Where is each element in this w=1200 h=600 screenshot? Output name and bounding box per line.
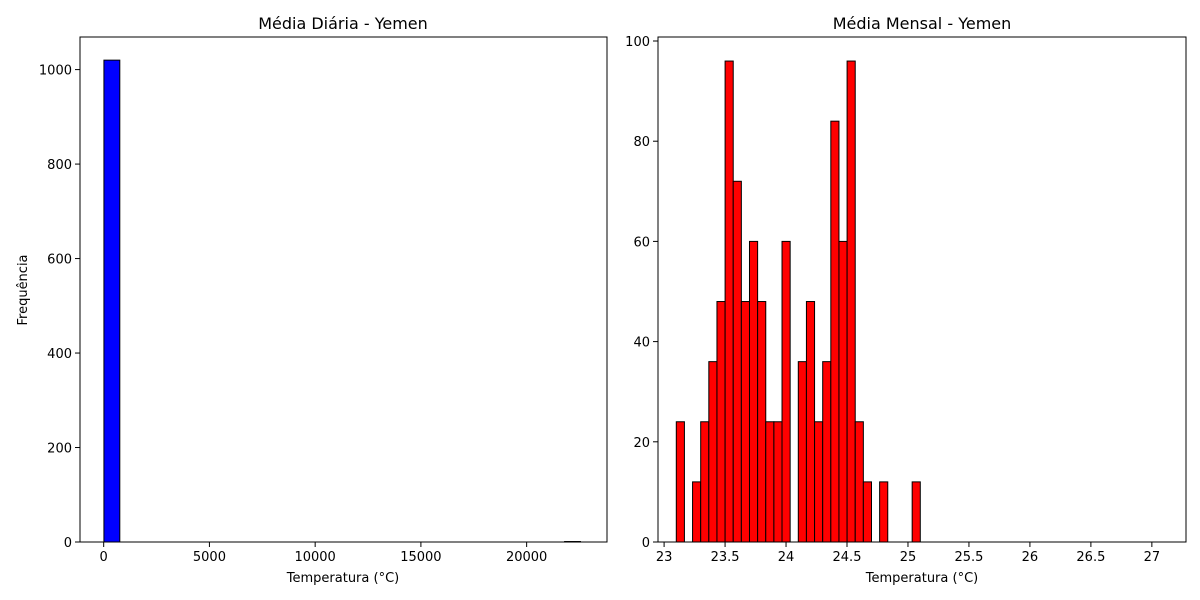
daily-chart-title: Média Diária - Yemen: [258, 14, 428, 33]
daily-bar: [103, 59, 121, 543]
daily-plot-frame: [79, 36, 608, 543]
monthly-y-tick-label: 20: [633, 436, 650, 451]
monthly-x-tick-label: 24.5: [833, 550, 862, 565]
monthly-y-tick-label: 100: [625, 35, 650, 50]
monthly-bar: [700, 421, 710, 543]
daily-bars: [103, 59, 581, 543]
monthly-chart-title: Média Mensal - Yemen: [833, 14, 1012, 33]
daily-x-tick-label: 0: [100, 550, 108, 565]
monthly-x-tick-label: 26.5: [1076, 550, 1105, 565]
daily-x-tick-label: 15000: [400, 550, 441, 565]
monthly-x-tick-label: 23: [656, 550, 673, 565]
daily-x-tick-label: 20000: [506, 550, 547, 565]
daily-y-axis-label: Frequência: [16, 254, 31, 325]
daily-histogram: Média Diária - Yemen Temperatura (°C) Fr…: [16, 14, 608, 586]
monthly-x-tick-label: 26: [1022, 550, 1039, 565]
monthly-bar: [814, 421, 824, 543]
monthly-bar: [830, 120, 840, 543]
monthly-bar: [862, 481, 872, 543]
daily-x-tick-label: 5000: [193, 550, 226, 565]
monthly-bar: [724, 60, 734, 543]
monthly-y-tick-label: 80: [633, 135, 650, 150]
monthly-bar: [740, 301, 750, 543]
daily-y-ticks: 0 200 400 600 800 1000: [39, 64, 80, 551]
monthly-x-tick-label: 24: [778, 550, 795, 565]
daily-y-tick-label: 800: [47, 158, 72, 173]
monthly-bar: [773, 421, 783, 543]
monthly-plot-frame: [657, 36, 1187, 543]
monthly-x-tick-label: 25: [900, 550, 917, 565]
daily-x-tick-label: 10000: [294, 550, 335, 565]
monthly-x-tick-label: 23.5: [711, 550, 740, 565]
monthly-y-tick-label: 60: [633, 235, 650, 250]
monthly-y-tick-label: 0: [642, 536, 650, 551]
daily-y-tick-label: 0: [64, 536, 72, 551]
monthly-bar: [765, 421, 775, 543]
monthly-bar: [797, 361, 807, 543]
monthly-x-tick-label: 27: [1144, 550, 1161, 565]
monthly-bar: [805, 301, 816, 543]
monthly-bar: [911, 481, 921, 543]
daily-y-tick-label: 400: [47, 347, 72, 362]
daily-y-tick-label: 200: [47, 442, 72, 457]
monthly-histogram: Média Mensal - Yemen Temperatura (°C) 23…: [625, 14, 1187, 586]
monthly-bar: [838, 240, 848, 543]
monthly-bar: [732, 180, 742, 543]
monthly-bar: [748, 240, 759, 543]
monthly-bar: [781, 240, 791, 543]
monthly-bar: [675, 421, 685, 543]
monthly-x-axis-label: Temperatura (°C): [865, 571, 978, 586]
monthly-bar: [692, 481, 702, 543]
daily-y-tick-label: 1000: [39, 64, 72, 79]
daily-y-tick-label: 600: [47, 253, 72, 268]
monthly-bar: [716, 301, 726, 543]
monthly-bar: [708, 361, 718, 543]
daily-x-axis-label: Temperatura (°C): [286, 571, 399, 586]
monthly-x-ticks: 23 23.5 24 24.5 25 25.5 26 26.5 27: [656, 542, 1160, 565]
monthly-bar: [854, 421, 864, 543]
monthly-bar: [757, 301, 767, 543]
monthly-bar: [879, 481, 889, 543]
daily-x-ticks: 0 5000 10000 15000 20000: [100, 542, 547, 565]
monthly-y-tick-label: 40: [633, 336, 650, 351]
monthly-y-ticks: 0 20 40 60 80 100: [625, 35, 658, 551]
monthly-bars: [675, 60, 921, 543]
monthly-bar: [846, 60, 856, 543]
monthly-x-tick-label: 25.5: [954, 550, 983, 565]
monthly-bar: [822, 361, 832, 543]
